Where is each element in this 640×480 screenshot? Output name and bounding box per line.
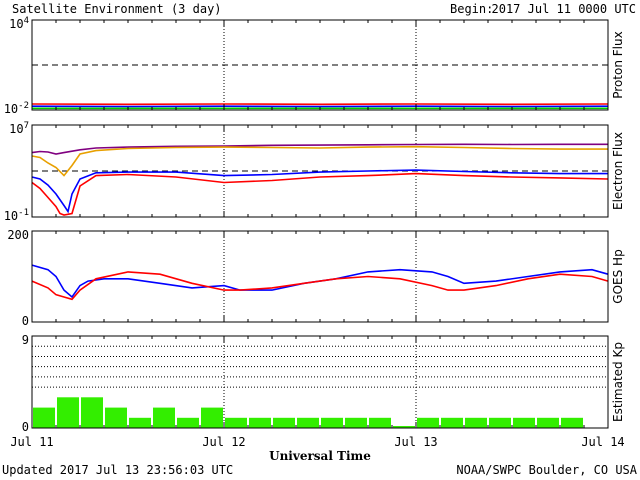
x-tick-jul12: Jul 12 — [202, 435, 245, 449]
panel-4: 9 0 Estimated Kp — [22, 333, 625, 434]
series-line-4 — [31, 172, 609, 216]
kp-bar-20 — [489, 417, 511, 428]
series-line-2 — [31, 271, 609, 301]
kp-bar-16 — [393, 426, 415, 428]
kp-bar-14 — [345, 417, 367, 428]
y-tick-bottom: 10-1 — [4, 208, 29, 223]
kp-bar-3 — [81, 397, 103, 428]
kp-bar-15 — [369, 417, 391, 428]
kp-bar-5 — [129, 417, 151, 428]
x-tick-jul13: Jul 13 — [394, 435, 437, 449]
kp-bar-1 — [33, 407, 55, 428]
panel-frame — [31, 124, 609, 218]
begin-label: Begin: — [450, 2, 493, 16]
kp-bar-22 — [537, 417, 559, 428]
kp-bar-7 — [177, 417, 199, 428]
panel-ylabel: Estimated Kp — [611, 342, 625, 422]
y-tick-bottom: 0 — [22, 314, 29, 328]
kp-bar-18 — [441, 417, 463, 428]
kp-bar-11 — [273, 417, 295, 428]
panel-ylabel: GOES Hp — [611, 249, 625, 303]
panel-frame — [31, 19, 609, 111]
series-line-1 — [31, 143, 608, 155]
x-axis-label: Universal Time — [269, 449, 371, 463]
kp-bar-6 — [153, 407, 175, 428]
panel-1: 104 10-2 Proton Flux — [4, 16, 625, 116]
kp-bar-2 — [57, 397, 79, 428]
panel-2: 107 10-1 Electron Flux — [4, 121, 625, 223]
credit-text: NOAA/SWPC Boulder, CO USA — [456, 463, 637, 477]
series-line-2 — [31, 145, 608, 177]
y-tick-top: 107 — [9, 121, 29, 136]
kp-bar-8 — [201, 407, 223, 428]
y-tick-bottom: 10-2 — [4, 101, 29, 116]
kp-bar-4 — [105, 407, 127, 428]
x-tick-jul11: Jul 11 — [10, 435, 53, 449]
x-tick-jul14: Jul 14 — [581, 435, 624, 449]
kp-bar-12 — [297, 417, 319, 428]
kp-bar-13 — [321, 417, 343, 428]
series-line-1 — [31, 264, 609, 299]
y-tick-bottom: 0 — [22, 420, 29, 434]
panel-frame — [31, 230, 609, 323]
panel-3: 200 0 GOES Hp — [7, 228, 625, 328]
panels: 104 10-2 Proton Flux 107 10-1 Electron Flux 20… — [4, 16, 625, 434]
chart-title: Satellite Environment (3 day) — [12, 2, 222, 16]
kp-bar-17 — [417, 417, 439, 428]
kp-bar-23 — [561, 417, 583, 428]
kp-bar-10 — [249, 417, 271, 428]
panel-ylabel: Electron Flux — [611, 132, 625, 210]
y-tick-top: 9 — [22, 333, 29, 347]
updated-timestamp: Updated 2017 Jul 13 23:56:03 UTC — [2, 463, 233, 477]
begin-value: 2017 Jul 11 0000 UTC — [492, 2, 637, 16]
kp-bar-9 — [225, 417, 247, 428]
y-tick-top: 104 — [9, 16, 29, 31]
panel-ylabel: Proton Flux — [611, 31, 625, 98]
series-line-3 — [31, 169, 608, 214]
kp-bar-21 — [513, 417, 535, 428]
y-tick-top: 200 — [7, 228, 29, 242]
kp-bar-19 — [465, 417, 487, 428]
